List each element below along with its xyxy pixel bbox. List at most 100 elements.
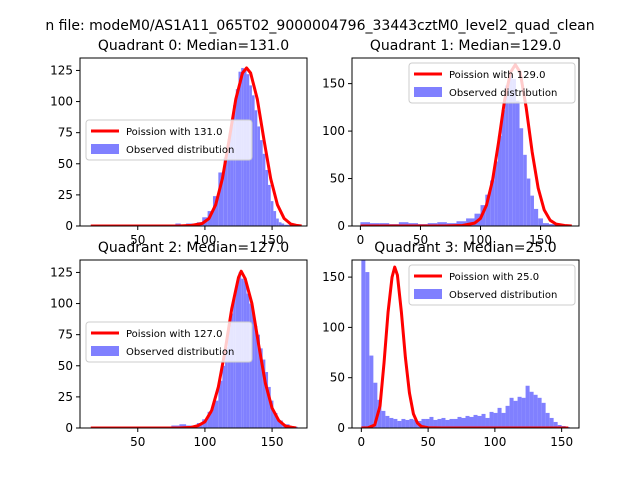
observed-bar (466, 218, 475, 226)
observed-bar (545, 412, 550, 428)
observed-bar (233, 105, 236, 226)
observed-bar (421, 418, 426, 428)
observed-bar (457, 416, 462, 428)
observed-bar (509, 397, 514, 428)
legend: Poission with 129.0 Observed distribution (408, 62, 576, 104)
observed-bar (429, 416, 434, 428)
x-tick-label: 100 (193, 435, 216, 449)
observed-bar (515, 100, 520, 226)
observed-bar (469, 416, 474, 428)
observed-bar (254, 110, 258, 226)
observed-bar (389, 417, 394, 428)
observed-bar (259, 140, 263, 226)
observed-bar (257, 334, 260, 428)
observed-bar (530, 195, 534, 226)
observed-bar (397, 420, 402, 428)
observed-bar (449, 418, 454, 428)
legend-model-label: Poission with 25.0 (449, 272, 539, 283)
observed-bar (409, 418, 414, 428)
legend-box (85, 321, 253, 363)
legend-observed-swatch (91, 346, 119, 356)
observed-bar (262, 359, 266, 428)
observed-bar (497, 407, 502, 428)
axes-frame (79, 259, 308, 429)
observed-bar (230, 313, 234, 428)
observed-bar (223, 157, 228, 226)
observed-bar (523, 154, 527, 226)
observed-bar (533, 208, 539, 226)
observed-bar (207, 411, 213, 428)
observed-bar (549, 417, 554, 428)
y-tick-label: 25 (58, 188, 73, 202)
observed-bar (505, 405, 510, 428)
x-tick-label: 0 (357, 233, 365, 247)
observed-bar (273, 211, 277, 226)
panel-2: 50 100 150 0 25 50 75 100 125 Quadrant 2: Median=… (50, 240, 308, 449)
observed-bar (525, 385, 530, 428)
legend-model-label: Poission with 131.0 (126, 127, 222, 138)
panel-3: 0 50 100 150 0 50 100 150 Quadrant 3: Median=25.… (322, 240, 580, 449)
legend-observed-label: Observed distribution (449, 88, 557, 99)
observed-bar (179, 424, 187, 428)
panel-1: 0 50 100 150 0 50 100 150 Quadrant 1: Median=129… (322, 38, 580, 247)
observed-bar (222, 365, 226, 428)
legend: Poission with 127.0 Observed distribution (85, 321, 253, 363)
observed-bar (425, 418, 430, 428)
panel-title: Quadrant 3: Median=25.0 (374, 240, 556, 256)
observed-bar (369, 355, 374, 428)
panel-title: Quadrant 0: Median=131.0 (98, 38, 289, 54)
observed-bar (453, 418, 458, 428)
x-tick-label: 0 (358, 435, 366, 449)
observed-bar (393, 418, 398, 428)
observed-bar (230, 120, 234, 226)
x-tick-label: 50 (130, 233, 145, 247)
observed-bar (405, 419, 410, 428)
legend-observed-label: Observed distribution (126, 347, 234, 358)
observed-bar (445, 419, 450, 428)
observed-bar (501, 110, 506, 226)
observed-bar (202, 419, 208, 428)
observed-bar (251, 95, 255, 226)
observed-bar (513, 400, 518, 428)
observed-bar (218, 380, 223, 428)
x-tick-label: 50 (413, 233, 428, 247)
observed-bar (360, 222, 371, 226)
observed-bar (437, 418, 442, 428)
y-tick-label: 50 (58, 359, 73, 373)
axes-frame (351, 57, 580, 227)
observed-bar (529, 391, 534, 428)
observed-bar (268, 386, 271, 428)
legend: Poission with 131.0 Observed distribution (85, 119, 253, 161)
observed-bar (526, 178, 531, 226)
y-tick-label: 150 (322, 270, 345, 284)
y-tick-label: 50 (330, 172, 345, 186)
observed-bar (273, 413, 278, 428)
observed-bar (493, 412, 498, 428)
observed-bar (537, 397, 542, 428)
y-tick-label: 50 (58, 157, 73, 171)
x-tick-label: 150 (529, 233, 552, 247)
observed-bar (398, 222, 409, 226)
legend-box (408, 62, 576, 104)
y-tick-label: 100 (50, 95, 73, 109)
observed-bar (477, 415, 482, 428)
observed-bar (441, 417, 446, 428)
observed-bar (489, 411, 494, 428)
y-tick-label: 0 (337, 219, 345, 233)
panel-0: 50 100 150 0 25 50 75 100 125 Quadrant 0: Median=… (50, 38, 308, 247)
y-tick-label: 0 (337, 421, 345, 435)
legend-observed-swatch (91, 144, 119, 154)
y-tick-label: 125 (50, 63, 73, 77)
observed-bar (265, 372, 269, 428)
x-tick-label: 50 (420, 435, 435, 449)
axes-frame (79, 57, 308, 227)
observed-bar (270, 400, 274, 428)
observed-bar (277, 420, 283, 428)
observed-bar (541, 402, 546, 428)
y-tick-label: 100 (322, 320, 345, 334)
observed-bar (508, 74, 513, 226)
observed-bar (548, 224, 557, 226)
observed-bar (262, 153, 266, 226)
y-tick-label: 150 (322, 77, 345, 91)
observed-bar (456, 221, 467, 226)
